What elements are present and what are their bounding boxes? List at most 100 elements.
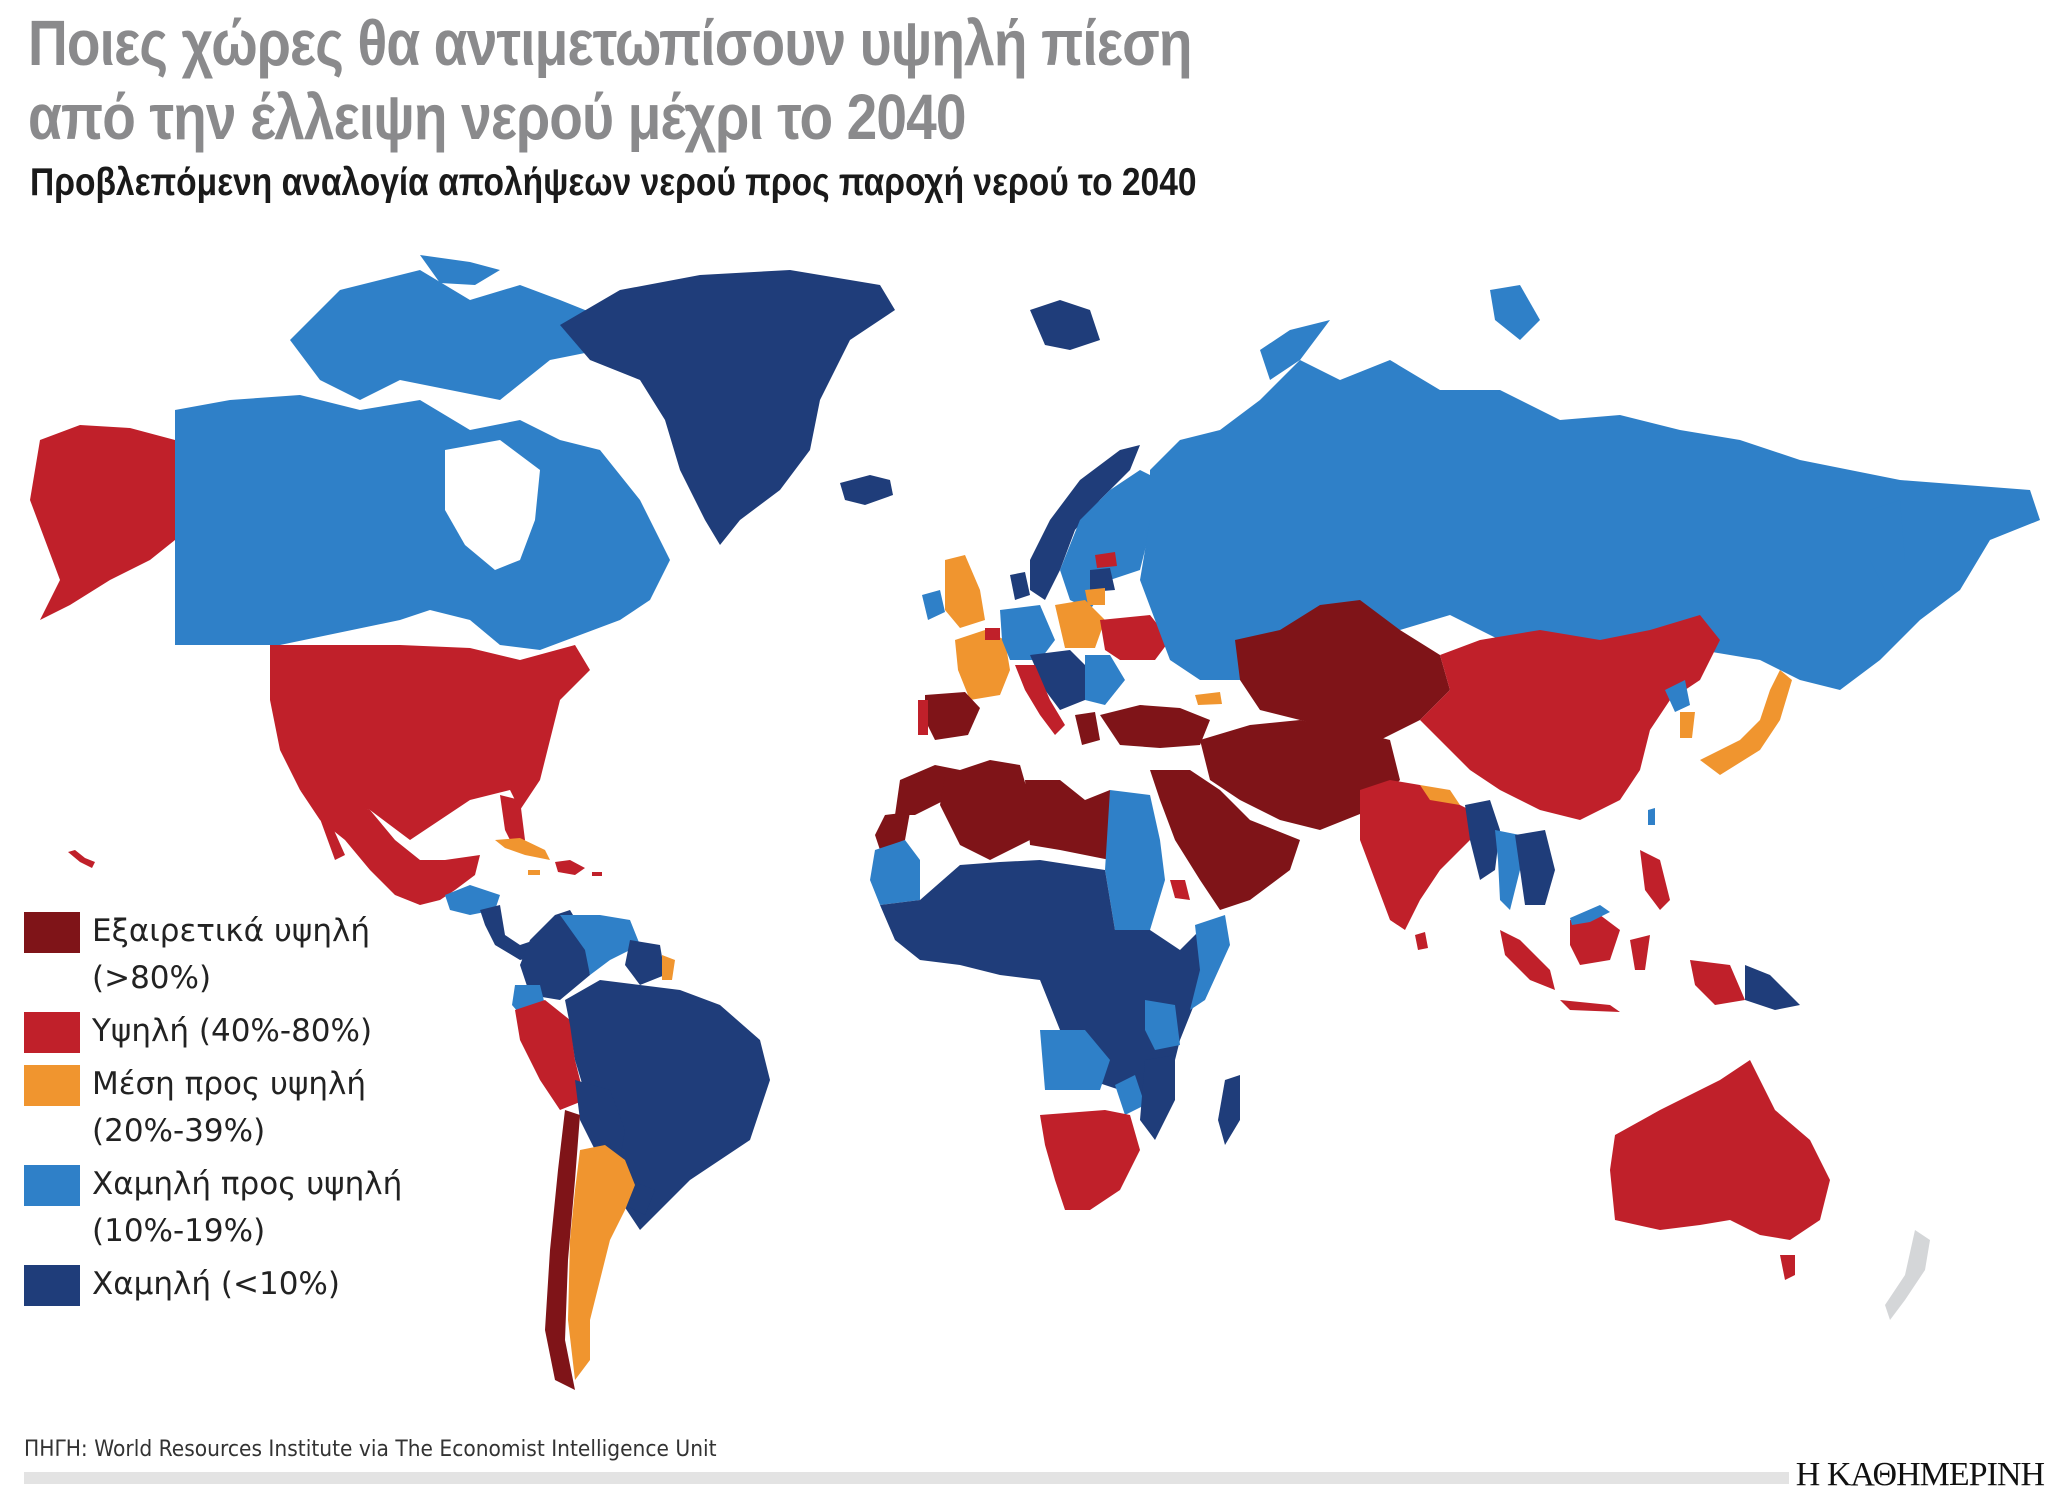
french-guiana <box>662 955 675 980</box>
legend-swatch-low <box>24 1265 80 1306</box>
baltics <box>1090 568 1115 592</box>
new-zealand <box>1885 1230 1930 1320</box>
lithuania <box>1085 588 1105 605</box>
hispaniola <box>555 860 585 875</box>
title-line-1: Ποιες χώρες θα αντιμετωπίσουν υψηλή πίεσ… <box>28 7 1192 79</box>
spain <box>925 692 980 740</box>
iran-afghanistan-pakistan <box>1200 720 1400 830</box>
west-central-africa <box>880 860 1215 1100</box>
norway <box>1030 445 1140 600</box>
east-asia <box>1360 615 1792 950</box>
puerto-rico <box>592 872 602 876</box>
italy <box>1015 665 1065 735</box>
myanmar-bangladesh <box>1465 800 1500 880</box>
algeria-tunisia <box>940 760 1030 860</box>
tanzania <box>1145 1000 1180 1050</box>
laos-cambodia-vietnam <box>1515 830 1555 905</box>
western-sahara <box>875 812 910 850</box>
southern-africa <box>1040 1110 1140 1210</box>
maritime-southeast-asia <box>1500 850 1800 1012</box>
egypt-sudan <box>1105 790 1165 930</box>
madagascar <box>1218 1075 1240 1145</box>
title-line-2: από την έλλειψη νερού μέχρι το 2040 <box>28 81 967 153</box>
kazakhstan-central-asia <box>1235 600 1450 740</box>
mexico <box>300 790 480 905</box>
poland <box>1055 600 1105 648</box>
sulawesi <box>1630 935 1650 970</box>
legend-label: Χαμηλή προς υψηλή <box>92 1166 403 1202</box>
legend-swatch-medium-high <box>24 1065 80 1106</box>
turkey <box>1100 705 1210 748</box>
legend-range: (>80%) <box>92 960 212 996</box>
canada-arctic-islands <box>290 270 610 400</box>
hawaii <box>68 850 95 868</box>
somalia <box>1190 915 1230 1010</box>
united-kingdom <box>945 555 985 628</box>
australia <box>1610 1060 1830 1240</box>
baja-california <box>315 805 345 860</box>
svalbard <box>1030 300 1100 350</box>
france <box>955 630 1010 700</box>
arabian-peninsula <box>1150 770 1300 910</box>
legend-range: (40%-80%) <box>198 1013 373 1049</box>
japan <box>1700 670 1792 775</box>
south-america <box>512 910 770 1390</box>
estonia <box>1095 552 1117 568</box>
legend-swatch-high <box>24 1012 80 1053</box>
denmark <box>1010 572 1030 600</box>
greenland <box>560 270 895 545</box>
legend-range: (<10%) <box>220 1266 340 1302</box>
morocco <box>895 765 960 815</box>
mozambique <box>1140 1055 1175 1140</box>
tasmania <box>1780 1255 1795 1280</box>
page-title: Ποιες χώρες θα αντιμετωπίσουν υψηλή πίεσ… <box>28 6 1301 154</box>
georgia <box>1195 692 1222 705</box>
china-mongolia <box>1420 615 1720 820</box>
austria-hungary-balkans <box>1030 650 1090 710</box>
india <box>1360 780 1480 930</box>
philippines <box>1640 850 1670 910</box>
south-korea <box>1680 712 1695 738</box>
legend-label: Χαμηλή <box>92 1266 212 1302</box>
brand-logo: Η ΚΑΘΗΜΕΡΙΝΗ <box>1795 1456 2045 1493</box>
papua-new-guinea <box>1745 965 1800 1010</box>
europe <box>918 300 1170 745</box>
nicaragua-panama <box>480 905 540 960</box>
libya <box>1025 780 1110 860</box>
russia-east-islands <box>1490 285 1540 340</box>
taiwan <box>1648 808 1655 825</box>
legend: Εξαιρετικά υψηλή (>80%) Υψηλή (40%-80%) … <box>24 908 444 1314</box>
korea-north <box>1665 680 1690 712</box>
zimbabwe <box>1115 1075 1145 1115</box>
legend-item-medium-high: Μέση προς υψηλή (20%-39%) <box>24 1061 444 1155</box>
peru <box>515 1000 585 1110</box>
page-subtitle: Προβλεπόμενη αναλογία απολήψεων νερού πρ… <box>30 161 1197 204</box>
portugal <box>918 700 928 735</box>
canada <box>175 395 670 650</box>
germany-central <box>1000 605 1055 660</box>
north-america <box>30 255 670 960</box>
sweden-finland <box>1060 470 1160 610</box>
iceland <box>840 475 893 505</box>
legend-label: Εξαιρετικά υψηλή <box>92 913 370 949</box>
footer-divider <box>24 1472 1789 1484</box>
romania-bulgaria <box>1085 655 1125 705</box>
novaya-zemlya <box>1260 320 1330 380</box>
alaska <box>30 425 175 620</box>
legend-swatch-extremely-high <box>24 912 80 953</box>
guyanas <box>625 940 665 985</box>
thailand <box>1495 830 1520 910</box>
legend-item-low: Χαμηλή (<10%) <box>24 1261 444 1308</box>
legend-item-high: Υψηλή (40%-80%) <box>24 1008 444 1055</box>
legend-label: Μέση προς υψηλή <box>92 1066 367 1102</box>
borneo <box>1570 915 1620 965</box>
greece <box>1075 712 1100 745</box>
guatemala-honduras <box>445 885 500 915</box>
sumatra <box>1500 930 1555 990</box>
legend-item-extremely-high: Εξαιρετικά υψηλή (>80%) <box>24 908 444 1002</box>
bolivia-paraguay <box>575 1080 625 1160</box>
malaysia-borneo <box>1570 905 1610 925</box>
eritrea <box>1170 880 1190 900</box>
nepal <box>1420 785 1460 805</box>
